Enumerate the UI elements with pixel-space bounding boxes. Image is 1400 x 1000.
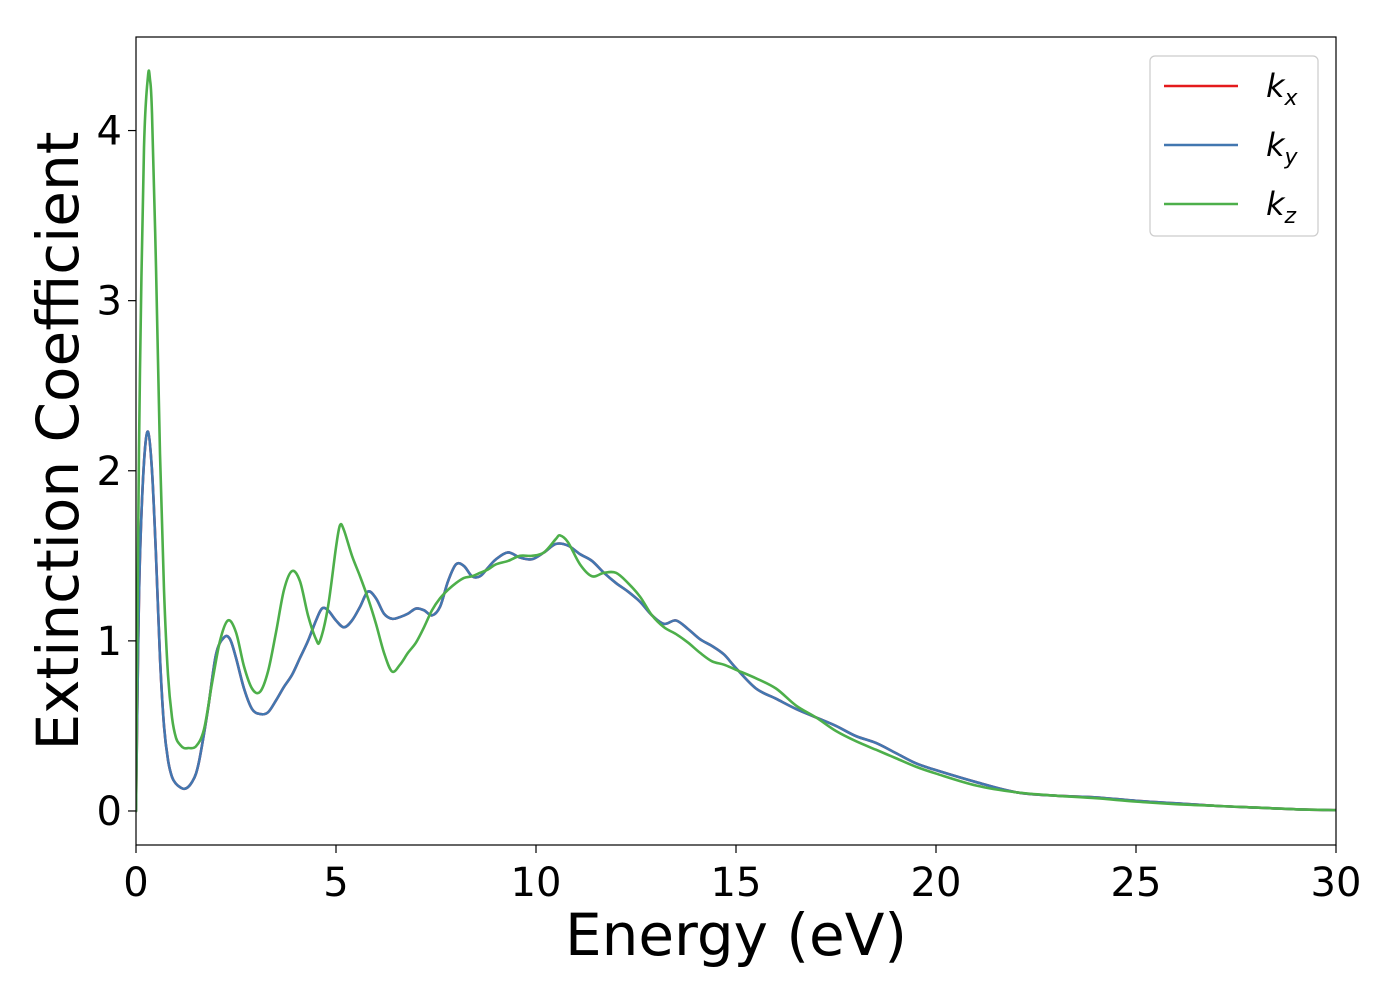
x-tick-label: 15	[711, 860, 762, 906]
series-layer	[136, 69, 1336, 813]
legend-label: ky	[1266, 126, 1299, 170]
y-tick-label: 1	[97, 619, 122, 665]
legend-item-ky: ky	[1164, 126, 1299, 170]
legend-item-kx: kx	[1164, 67, 1299, 111]
y-axis: 0 1 2 3 4	[97, 109, 136, 835]
legend-label: kz	[1266, 185, 1297, 229]
y-tick-label: 3	[97, 279, 122, 325]
x-tick-label: 0	[123, 860, 148, 906]
y-axis-label: Extinction Coefficient	[24, 132, 92, 751]
x-axis-label: Energy (eV)	[565, 901, 907, 969]
y-tick-label: 0	[97, 789, 122, 835]
x-tick-label: 20	[911, 860, 962, 906]
legend: kx ky kz	[1149, 55, 1319, 237]
x-tick-label: 10	[511, 860, 562, 906]
x-axis: 0 5 10 15 20 25 30	[123, 845, 1361, 906]
series-line-kz	[136, 69, 1336, 813]
x-tick-label: 30	[1311, 860, 1362, 906]
y-tick-label: 4	[97, 109, 122, 155]
legend-label: kx	[1266, 67, 1299, 111]
x-tick-label: 25	[1111, 860, 1162, 906]
y-tick-label: 2	[97, 449, 122, 495]
x-tick-label: 5	[323, 860, 348, 906]
legend-item-kz: kz	[1164, 185, 1297, 229]
